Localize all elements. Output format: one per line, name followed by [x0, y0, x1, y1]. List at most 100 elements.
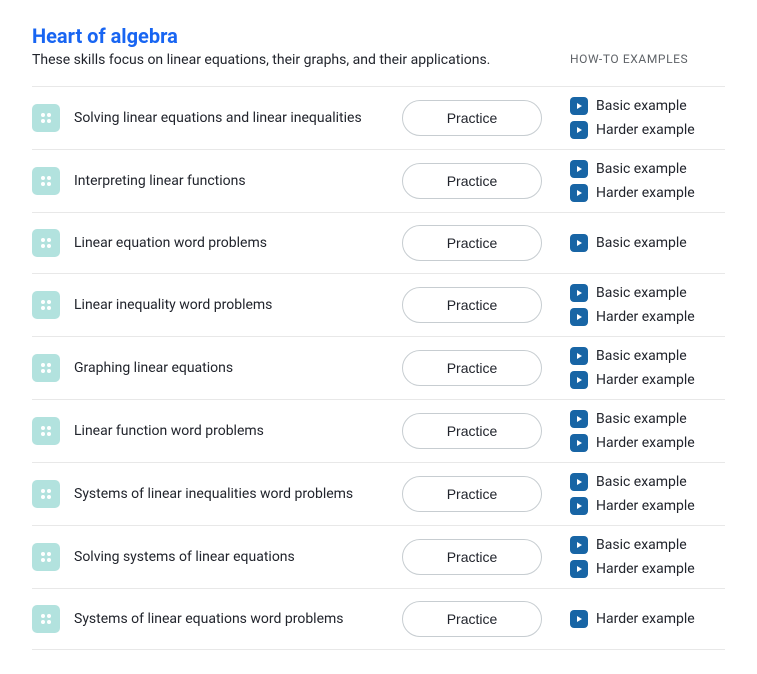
practice-button[interactable]: Practice — [402, 413, 542, 449]
basic-example-link[interactable]: Basic example — [570, 536, 725, 554]
examples-cell: Basic example — [570, 212, 725, 273]
skill-icon — [32, 480, 60, 508]
example-label: Harder example — [596, 122, 695, 138]
skill-main: Solving linear equations and linear ineq… — [32, 86, 570, 149]
basic-example-link[interactable]: Basic example — [570, 410, 725, 428]
basic-example-link[interactable]: Basic example — [570, 160, 725, 178]
example-label: Harder example — [596, 185, 695, 201]
harder-example-link[interactable]: Harder example — [570, 610, 725, 628]
example-label: Basic example — [596, 348, 687, 364]
skill-row: Linear equation word problems Practice Bas… — [32, 212, 725, 273]
harder-example-link[interactable]: Harder example — [570, 184, 725, 202]
harder-example-link[interactable]: Harder example — [570, 371, 725, 389]
skill-name[interactable]: Linear equation word problems — [74, 235, 388, 251]
harder-example-link[interactable]: Harder example — [570, 434, 725, 452]
play-icon — [570, 160, 588, 178]
skill-icon — [32, 104, 60, 132]
examples-cell: Basic example Harder example — [570, 336, 725, 399]
skill-name[interactable]: Systems of linear equations word problem… — [74, 611, 388, 627]
section-title: Heart of algebra — [32, 24, 570, 48]
practice-button[interactable]: Practice — [402, 100, 542, 136]
example-label: Basic example — [596, 98, 687, 114]
practice-button[interactable]: Practice — [402, 225, 542, 261]
skill-name[interactable]: Solving systems of linear equations — [74, 549, 388, 565]
skill-main: Solving systems of linear equations Pract… — [32, 525, 570, 588]
harder-example-link[interactable]: Harder example — [570, 497, 725, 515]
play-icon — [570, 536, 588, 554]
play-icon — [570, 434, 588, 452]
play-icon — [570, 234, 588, 252]
play-icon — [570, 473, 588, 491]
play-icon — [570, 371, 588, 389]
examples-cell: Basic example Harder example — [570, 273, 725, 336]
basic-example-link[interactable]: Basic example — [570, 97, 725, 115]
skill-icon — [32, 354, 60, 382]
skill-main: Linear inequality word problems Practice — [32, 273, 570, 336]
example-label: Basic example — [596, 161, 687, 177]
example-label: Harder example — [596, 435, 695, 451]
skill-main: Linear function word problems Practice — [32, 399, 570, 462]
practice-button[interactable]: Practice — [402, 539, 542, 575]
examples-cell: Basic example Harder example — [570, 525, 725, 588]
example-label: Harder example — [596, 498, 695, 514]
play-icon — [570, 560, 588, 578]
example-label: Harder example — [596, 561, 695, 577]
practice-button[interactable]: Practice — [402, 476, 542, 512]
skill-name[interactable]: Linear inequality word problems — [74, 297, 388, 313]
example-label: Harder example — [596, 611, 695, 627]
skill-icon — [32, 229, 60, 257]
skill-name[interactable]: Linear function word problems — [74, 423, 388, 439]
skill-main: Systems of linear inequalities word prob… — [32, 462, 570, 525]
skill-row: Solving linear equations and linear ineq… — [32, 86, 725, 149]
skill-row: Systems of linear inequalities word prob… — [32, 462, 725, 525]
skill-icon — [32, 167, 60, 195]
skill-row: Linear function word problems Practice Bas… — [32, 399, 725, 462]
skill-name[interactable]: Systems of linear inequalities word prob… — [74, 486, 388, 502]
skill-main: Interpreting linear functions Practice — [32, 149, 570, 212]
basic-example-link[interactable]: Basic example — [570, 347, 725, 365]
example-label: Basic example — [596, 537, 687, 553]
practice-button[interactable]: Practice — [402, 350, 542, 386]
howto-examples-header: HOW-TO EXAMPLES — [570, 52, 725, 68]
skill-icon — [32, 291, 60, 319]
skill-row: Systems of linear equations word problem… — [32, 588, 725, 650]
practice-button[interactable]: Practice — [402, 287, 542, 323]
section-subtitle: These skills focus on linear equations, … — [32, 52, 570, 68]
harder-example-link[interactable]: Harder example — [570, 121, 725, 139]
skill-row: Linear inequality word problems Practice B… — [32, 273, 725, 336]
skill-row: Solving systems of linear equations Pract… — [32, 525, 725, 588]
harder-example-link[interactable]: Harder example — [570, 308, 725, 326]
examples-cell: Harder example — [570, 588, 725, 650]
basic-example-link[interactable]: Basic example — [570, 234, 725, 252]
examples-cell: Basic example Harder example — [570, 149, 725, 212]
skill-main: Systems of linear equations word problem… — [32, 588, 570, 650]
example-label: Basic example — [596, 411, 687, 427]
practice-button[interactable]: Practice — [402, 163, 542, 199]
play-icon — [570, 308, 588, 326]
examples-cell: Basic example Harder example — [570, 462, 725, 525]
basic-example-link[interactable]: Basic example — [570, 284, 725, 302]
example-label: Harder example — [596, 372, 695, 388]
play-icon — [570, 610, 588, 628]
practice-button[interactable]: Practice — [402, 601, 542, 637]
skill-icon — [32, 543, 60, 571]
skill-row: Graphing linear equations Practice Basic e… — [32, 336, 725, 399]
example-label: Basic example — [596, 285, 687, 301]
play-icon — [570, 347, 588, 365]
harder-example-link[interactable]: Harder example — [570, 560, 725, 578]
play-icon — [570, 284, 588, 302]
skill-name[interactable]: Solving linear equations and linear ineq… — [74, 110, 388, 126]
skill-name[interactable]: Graphing linear equations — [74, 360, 388, 376]
play-icon — [570, 497, 588, 515]
skill-row: Interpreting linear functions Practice Bas… — [32, 149, 725, 212]
skill-icon — [32, 417, 60, 445]
example-label: Basic example — [596, 235, 687, 251]
example-label: Basic example — [596, 474, 687, 490]
play-icon — [570, 410, 588, 428]
examples-cell: Basic example Harder example — [570, 86, 725, 149]
examples-cell: Basic example Harder example — [570, 399, 725, 462]
play-icon — [570, 121, 588, 139]
skill-main: Linear equation word problems Practice — [32, 212, 570, 273]
skill-name[interactable]: Interpreting linear functions — [74, 173, 388, 189]
basic-example-link[interactable]: Basic example — [570, 473, 725, 491]
